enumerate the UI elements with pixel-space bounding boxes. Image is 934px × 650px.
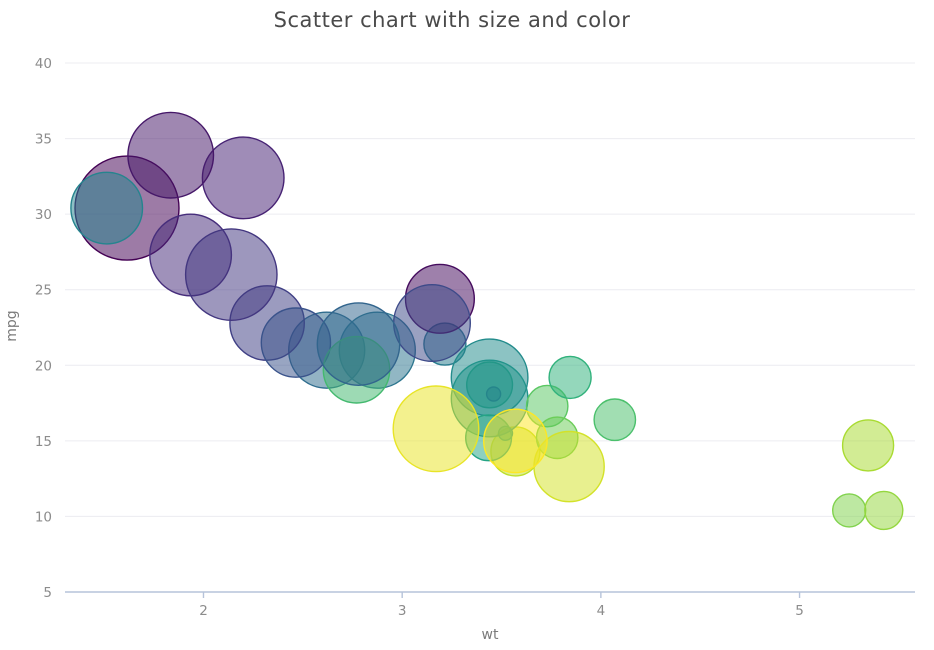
y-tick-label: 35 [35, 132, 52, 148]
data-bubble[interactable] [201, 136, 285, 220]
x-tick-label: 3 [398, 603, 407, 619]
y-tick-label: 15 [35, 434, 52, 450]
y-tick-label: 5 [43, 585, 52, 601]
data-bubble[interactable] [841, 419, 895, 472]
data-bubble[interactable] [70, 171, 144, 245]
x-tick-label: 2 [199, 603, 208, 619]
data-bubble[interactable] [393, 284, 472, 363]
chart-title: Scatter chart with size and color [273, 8, 631, 32]
data-bubble[interactable] [864, 490, 904, 531]
y-axis-title: mpg [4, 310, 20, 342]
data-bubble[interactable] [832, 493, 867, 528]
data-bubble[interactable] [483, 408, 548, 474]
y-tick-label: 25 [35, 283, 52, 299]
x-axis-title: wt [481, 627, 499, 643]
data-bubble[interactable] [316, 302, 401, 386]
y-tick-label: 10 [35, 509, 52, 525]
data-bubble[interactable] [593, 398, 637, 442]
data-bubble[interactable] [184, 228, 278, 322]
data-bubble[interactable] [548, 355, 592, 400]
x-tick-label: 4 [597, 603, 606, 619]
data-bubble[interactable] [127, 111, 215, 199]
data-bubble[interactable] [392, 385, 480, 473]
y-tick-label: 30 [35, 207, 52, 223]
y-tick-label: 20 [35, 358, 52, 374]
x-tick-label: 5 [795, 603, 804, 619]
y-tick-label: 40 [35, 56, 52, 72]
